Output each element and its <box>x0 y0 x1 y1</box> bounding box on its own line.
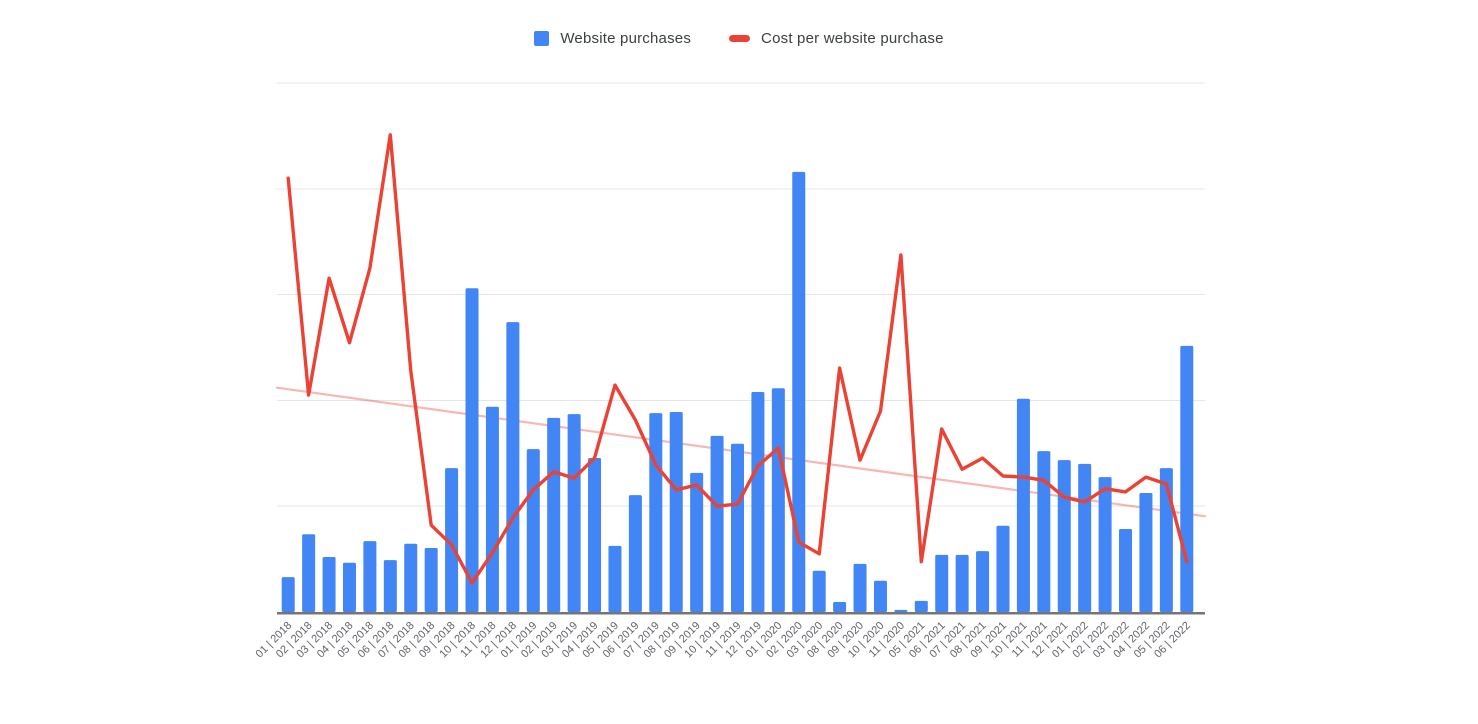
bar <box>383 560 397 612</box>
bar <box>363 541 377 612</box>
bar <box>485 406 499 612</box>
bar <box>342 562 356 612</box>
bar <box>302 534 316 612</box>
bar <box>873 580 887 612</box>
bar <box>669 412 683 612</box>
legend-item-cost-per-purchase: Cost per website purchase <box>729 30 944 47</box>
bar <box>914 600 928 612</box>
cost-line <box>286 133 1189 585</box>
legend-label-website-purchases: Website purchases <box>560 30 692 47</box>
bar <box>792 171 806 612</box>
bar <box>1139 492 1153 612</box>
bar <box>567 414 581 612</box>
bar <box>731 443 744 612</box>
bar <box>1119 528 1133 612</box>
legend-item-website-purchases: Website purchases <box>534 30 691 47</box>
bar <box>424 547 438 612</box>
bar <box>935 554 949 612</box>
bar <box>1078 463 1092 612</box>
bar <box>976 551 990 612</box>
bar <box>996 525 1010 612</box>
bar <box>404 543 418 612</box>
bar <box>608 545 622 613</box>
bar <box>853 563 867 612</box>
bar-series-swatch-icon <box>534 31 550 46</box>
bar <box>1098 477 1112 612</box>
bar <box>628 495 642 612</box>
bar <box>1159 468 1173 612</box>
bar <box>812 570 826 612</box>
bar <box>547 417 561 612</box>
bar <box>322 556 336 612</box>
legend-label-cost-per-purchase: Cost per website purchase <box>761 30 944 47</box>
bar <box>833 601 847 612</box>
bar <box>771 388 785 612</box>
bar <box>710 435 724 612</box>
bar <box>751 391 765 612</box>
bar <box>506 322 520 612</box>
bar <box>894 609 908 612</box>
bar <box>526 449 540 612</box>
bar <box>1180 345 1194 612</box>
bar <box>588 458 602 612</box>
line-series-swatch-icon <box>729 35 751 42</box>
bar <box>465 288 479 612</box>
bar <box>281 577 295 612</box>
bar <box>1016 398 1030 612</box>
bar <box>649 413 663 612</box>
bar <box>955 554 969 612</box>
bar <box>1037 451 1051 612</box>
bar <box>690 472 704 612</box>
chart-legend: Website purchases Cost per website purch… <box>0 30 1478 47</box>
bar <box>445 468 459 612</box>
bar <box>1057 460 1071 612</box>
